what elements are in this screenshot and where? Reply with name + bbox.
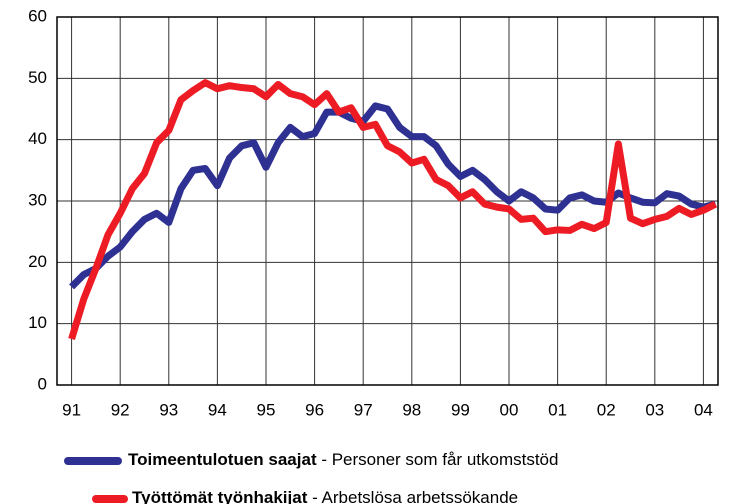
y-tick-label: 10 xyxy=(28,313,47,332)
legend-name: Toimeentulotuen saajat xyxy=(128,450,317,469)
y-tick-label: 20 xyxy=(28,252,47,271)
plot-frame xyxy=(56,16,719,386)
x-tick-label: 00 xyxy=(500,400,519,419)
y-tick-label: 60 xyxy=(28,6,47,25)
x-tick-label: 03 xyxy=(645,400,664,419)
y-tick-label: 30 xyxy=(28,190,47,209)
series-line xyxy=(68,79,718,341)
x-tick-label: 04 xyxy=(694,400,713,419)
x-tick-label: 98 xyxy=(402,400,421,419)
x-tick-label: 92 xyxy=(111,400,130,419)
legend-name: Työttömät työnhakijat xyxy=(132,488,308,504)
x-tick-label: 93 xyxy=(159,400,178,419)
x-tick-label: 99 xyxy=(451,400,470,419)
x-tick-label: 02 xyxy=(597,400,616,419)
legend-entry: Toimeentulotuen saajat - Personer som få… xyxy=(128,450,558,469)
y-tick-label: 0 xyxy=(38,374,47,393)
x-tick-label: 94 xyxy=(208,400,227,419)
legend-description: - Personer som får utkomststöd xyxy=(317,450,559,469)
y-tick-label: 40 xyxy=(28,129,47,148)
x-tick-label: 96 xyxy=(305,400,324,419)
x-tick-label: 95 xyxy=(257,400,276,419)
legend-description: - Arbetslösa arbetssökande xyxy=(307,488,518,504)
x-tick-label: 01 xyxy=(548,400,567,419)
x-tick-label: 97 xyxy=(354,400,373,419)
x-tick-label: 91 xyxy=(62,400,81,419)
legend-entry: Työttömät työnhakijat - Arbetslösa arbet… xyxy=(132,488,518,504)
y-tick-label: 50 xyxy=(28,68,47,87)
